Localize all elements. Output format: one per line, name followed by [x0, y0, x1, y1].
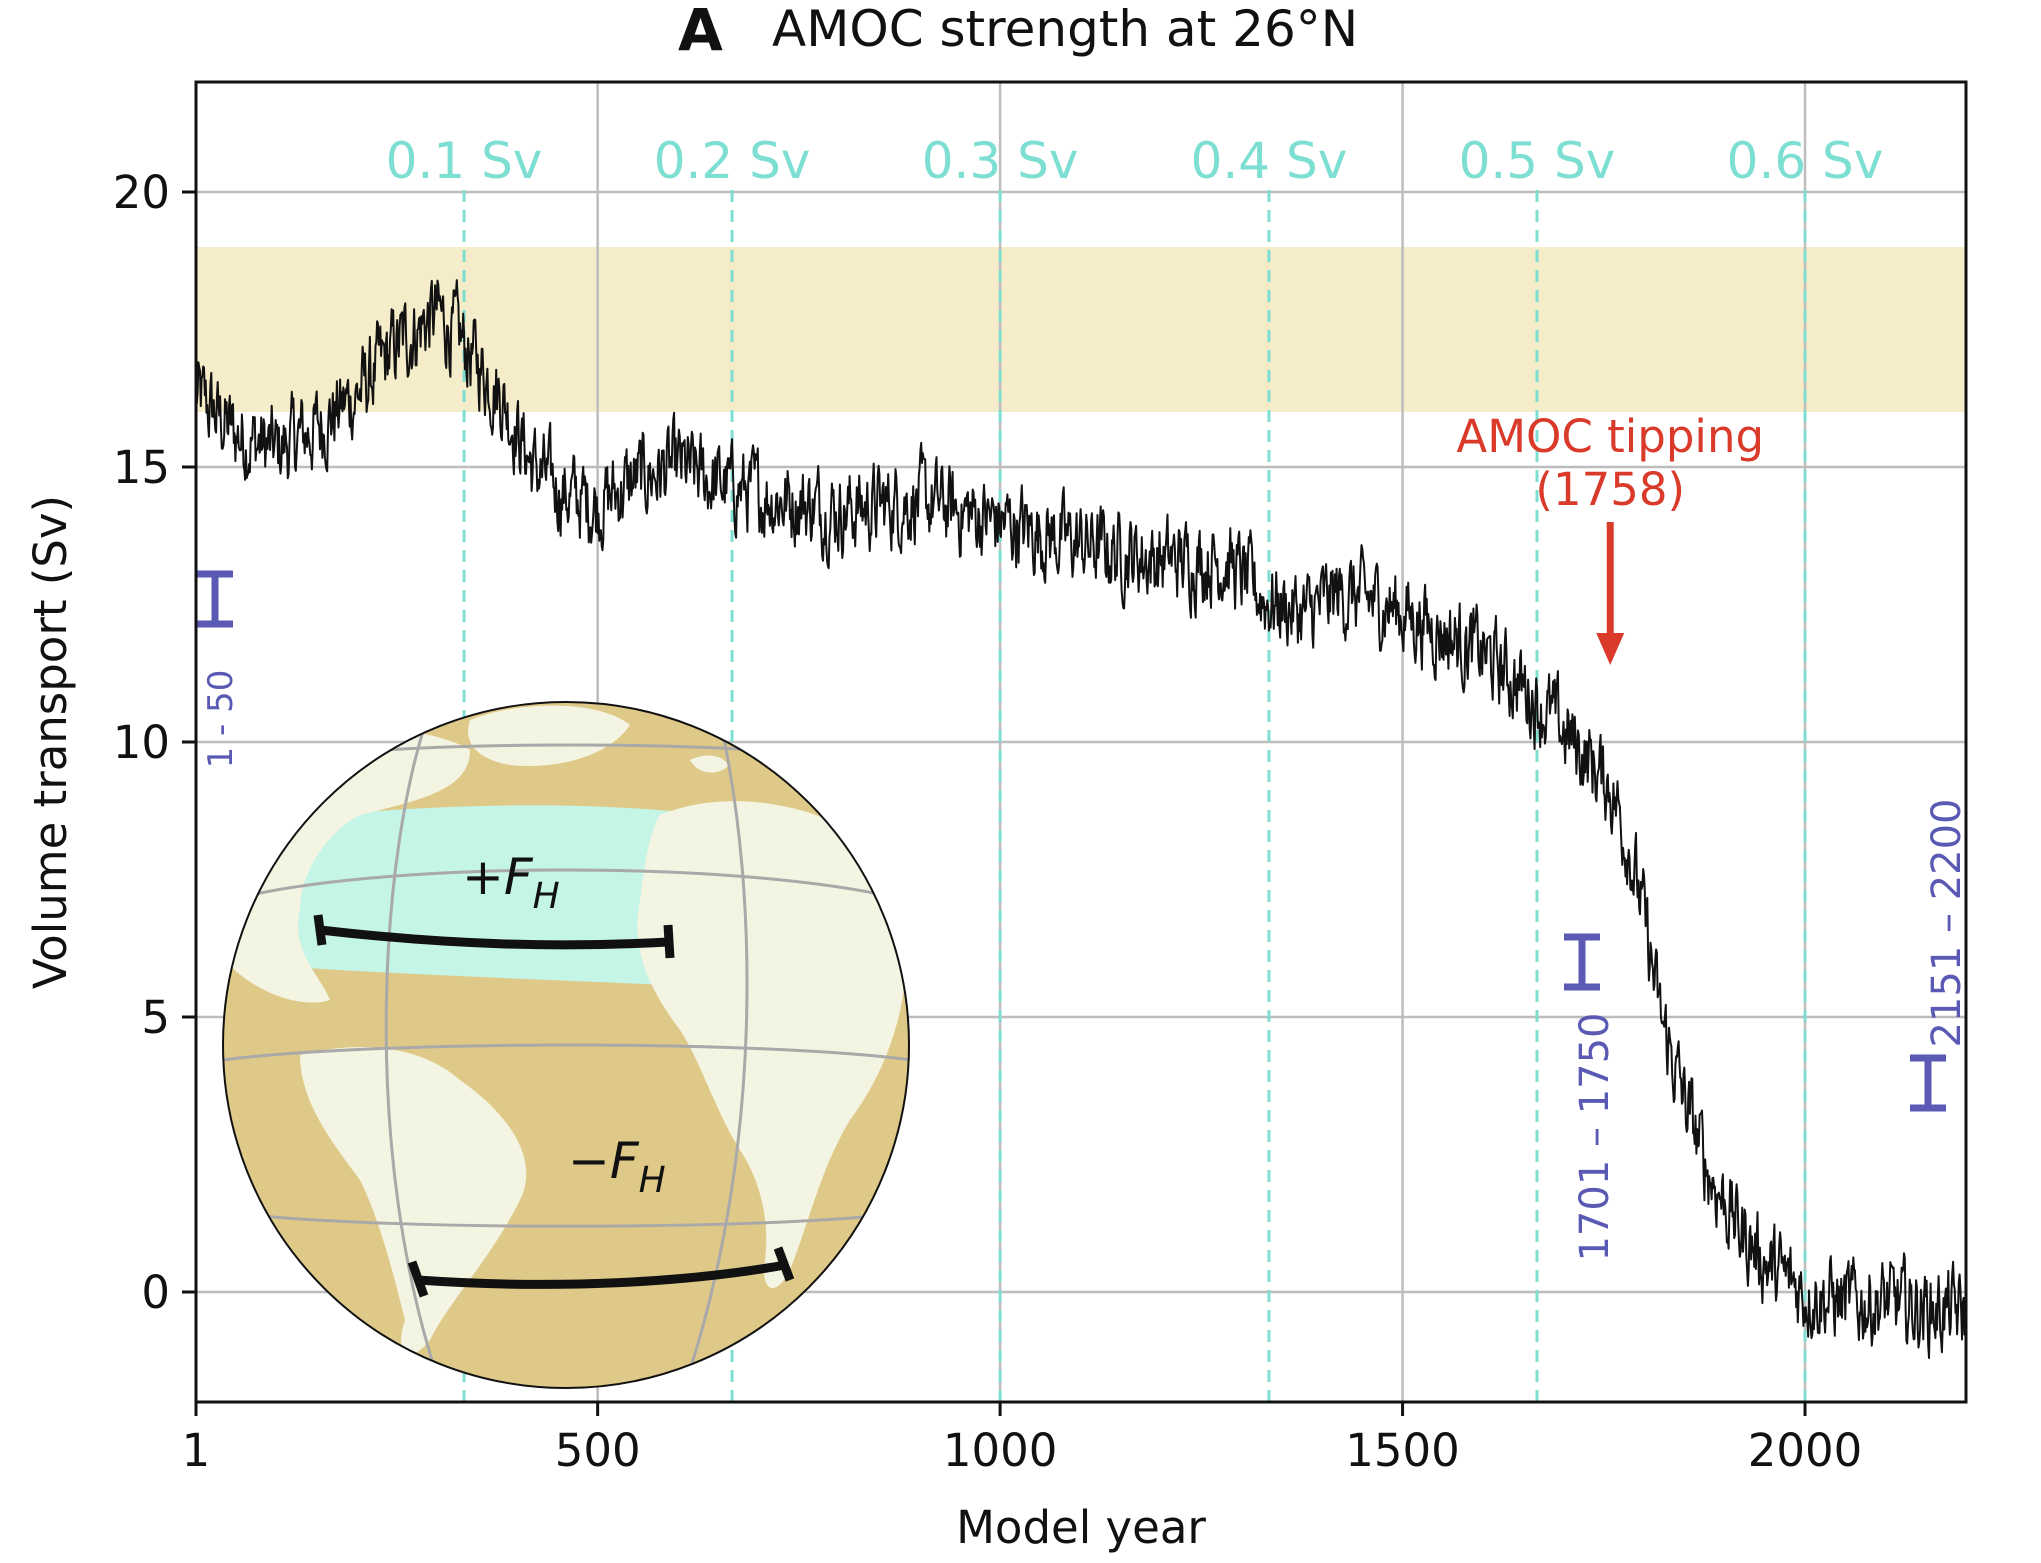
- x-tick-label: 1000: [943, 1424, 1058, 1477]
- observation-band: [196, 247, 1966, 412]
- averaging-window: 1 - 50: [197, 570, 241, 769]
- x-tick-label: 500: [555, 1424, 641, 1477]
- window-label: 2151 – 2200: [1924, 798, 1970, 1047]
- window-label: 1 - 50: [201, 670, 241, 769]
- inset-label-bottom: −FH: [568, 1132, 666, 1201]
- y-axis-label: Volume transport (Sv): [24, 495, 77, 989]
- forcing-label: 0.1 Sv: [386, 132, 543, 190]
- averaging-windows: 1 - 50 1701 – 1750 2151 – 2200: [197, 570, 1970, 1262]
- europe-africa-land: [637, 801, 907, 1289]
- averaging-window: 1701 – 1750: [1564, 933, 1618, 1262]
- forcing-labels: 0.1 Sv 0.2 Sv 0.3 Sv 0.4 Sv 0.5 Sv 0.6 Sv: [386, 132, 1884, 190]
- tipping-year: (1758): [1535, 463, 1685, 516]
- y-tick-label: 20: [113, 166, 170, 219]
- plot-area: +FH −FH: [196, 82, 1966, 1402]
- x-tick-label: 1: [182, 1424, 211, 1477]
- inset-globe: +FH −FH: [222, 701, 910, 1389]
- x-tick-label: 2000: [1748, 1424, 1863, 1477]
- y-tick-label: 10: [113, 716, 170, 769]
- amoc-series-line: [196, 279, 1966, 1359]
- tipping-annotation: AMOC tipping (1758): [1456, 410, 1764, 665]
- forcing-label: 0.6 Sv: [1727, 132, 1884, 190]
- forcing-label: 0.5 Sv: [1459, 132, 1616, 190]
- panel-letter: A: [678, 0, 723, 64]
- iceland-land: [690, 755, 728, 773]
- y-tick-label: 0: [141, 1266, 170, 1319]
- forcing-label: 0.3 Sv: [922, 132, 1079, 190]
- x-tick-label: 1500: [1345, 1424, 1460, 1477]
- forcing-label: 0.2 Sv: [654, 132, 811, 190]
- y-axis-ticks: 0 5 10 15 20: [113, 166, 196, 1319]
- forcing-label: 0.4 Sv: [1191, 132, 1348, 190]
- tipping-arrow-head: [1596, 633, 1625, 665]
- x-axis-label: Model year: [956, 1501, 1206, 1554]
- averaging-window: 2151 – 2200: [1910, 798, 1970, 1112]
- inset-label-top: +FH: [462, 848, 560, 917]
- greenland-land: [468, 705, 630, 766]
- y-tick-label: 5: [141, 991, 170, 1044]
- window-label: 1701 – 1750: [1572, 1012, 1618, 1261]
- x-axis-ticks: 1 500 1000 1500 2000: [182, 1402, 1863, 1477]
- tipping-label: AMOC tipping: [1456, 410, 1764, 463]
- south-america-land: [300, 1047, 527, 1355]
- chart-title: AMOC strength at 26°N: [772, 0, 1358, 58]
- y-tick-label: 15: [113, 441, 170, 494]
